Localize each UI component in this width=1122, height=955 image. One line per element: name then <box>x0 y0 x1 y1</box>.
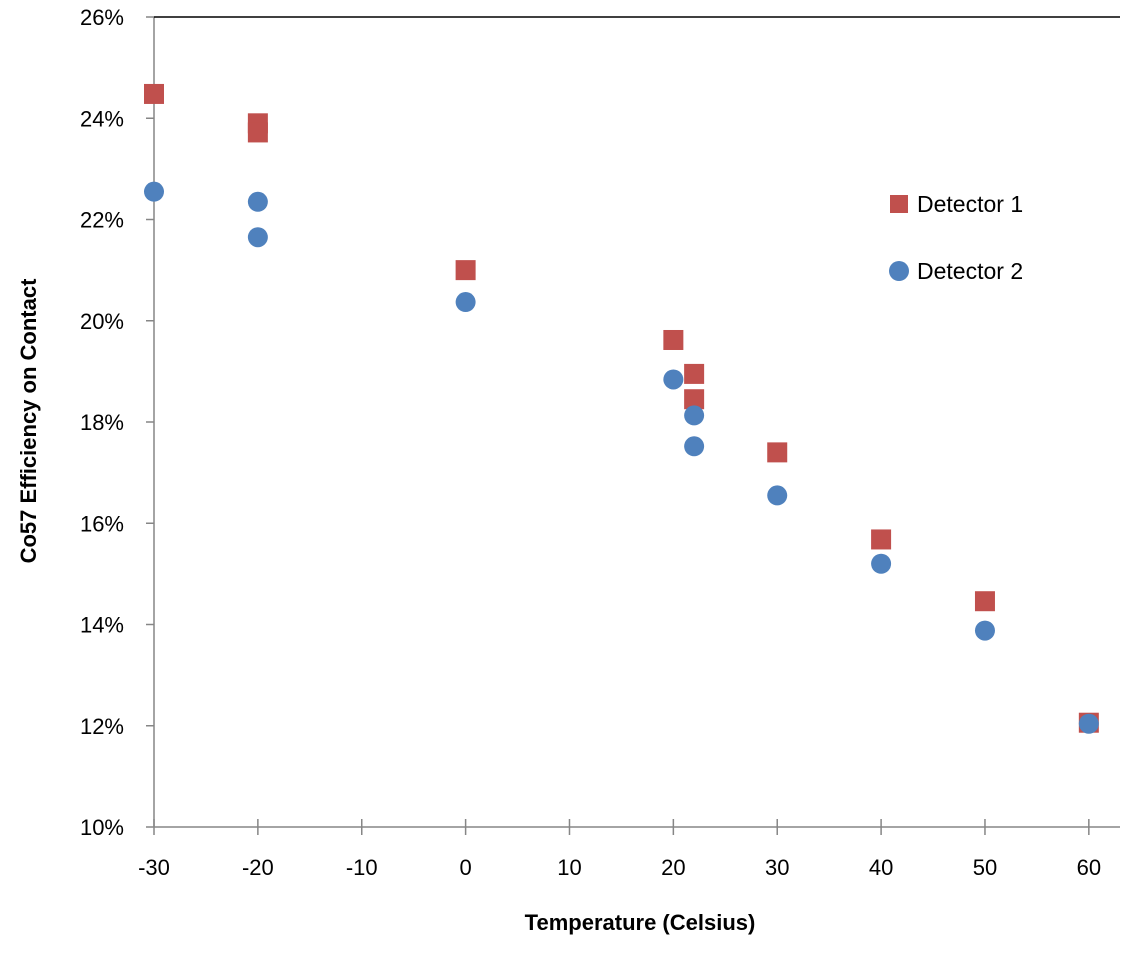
x-tick-label: -10 <box>346 855 378 880</box>
y-tick-label: 12% <box>80 714 124 739</box>
y-axis-ticks: 10% 12% 14% 16% 18% 20% 22% 24% 26% <box>80 5 154 840</box>
detector-2-point <box>663 369 684 390</box>
y-tick-label: 22% <box>80 208 124 233</box>
y-tick-label: 20% <box>80 309 124 334</box>
detector-2-point <box>247 191 268 212</box>
detector-1-point <box>767 442 788 463</box>
detector-2-point <box>767 485 788 506</box>
x-tick-label: -30 <box>138 855 170 880</box>
x-tick-label: 0 <box>459 855 471 880</box>
detector-2-point <box>455 292 476 313</box>
y-axis-title: Co57 Efficiency on Contact <box>16 278 41 564</box>
detector-1-point <box>663 329 684 350</box>
detector-1-point <box>455 260 476 281</box>
x-tick-label: 40 <box>869 855 893 880</box>
detector-2-point <box>684 436 705 457</box>
detector-1-point <box>684 363 705 384</box>
detector-2-point <box>247 227 268 248</box>
y-tick-label: 10% <box>80 815 124 840</box>
x-tick-label: 60 <box>1077 855 1101 880</box>
detector-1-point <box>684 389 705 410</box>
y-tick-label: 16% <box>80 511 124 536</box>
legend-label: Detector 1 <box>917 191 1023 217</box>
legend: Detector 1 Detector 2 <box>889 191 1023 284</box>
y-tick-label: 18% <box>80 410 124 435</box>
detector-1-point <box>144 83 164 104</box>
detector-2-point <box>974 620 995 641</box>
detector-1-point <box>974 591 995 612</box>
x-tick-label: 20 <box>661 855 685 880</box>
data-points <box>144 83 1099 734</box>
x-tick-label: 50 <box>973 855 997 880</box>
legend-square-marker <box>890 195 908 213</box>
detector-1-point <box>247 122 268 143</box>
y-tick-label: 24% <box>80 106 124 131</box>
x-axis-title: Temperature (Celsius) <box>525 910 756 935</box>
x-tick-label: -20 <box>242 855 274 880</box>
y-tick-label: 14% <box>80 613 124 638</box>
legend-circle-marker <box>889 261 909 281</box>
y-tick-label: 26% <box>80 5 124 30</box>
legend-label: Detector 2 <box>917 258 1023 284</box>
detector-2-point <box>871 553 892 574</box>
detector-2-point <box>684 405 705 426</box>
detector-2-point <box>144 181 164 202</box>
detector-2-point <box>1078 713 1099 734</box>
detector-1-point <box>871 529 892 550</box>
x-tick-label: 10 <box>557 855 581 880</box>
x-tick-label: 30 <box>765 855 789 880</box>
x-axis-ticks: -30 -20 -10 0 10 20 30 40 50 60 <box>138 819 1101 880</box>
